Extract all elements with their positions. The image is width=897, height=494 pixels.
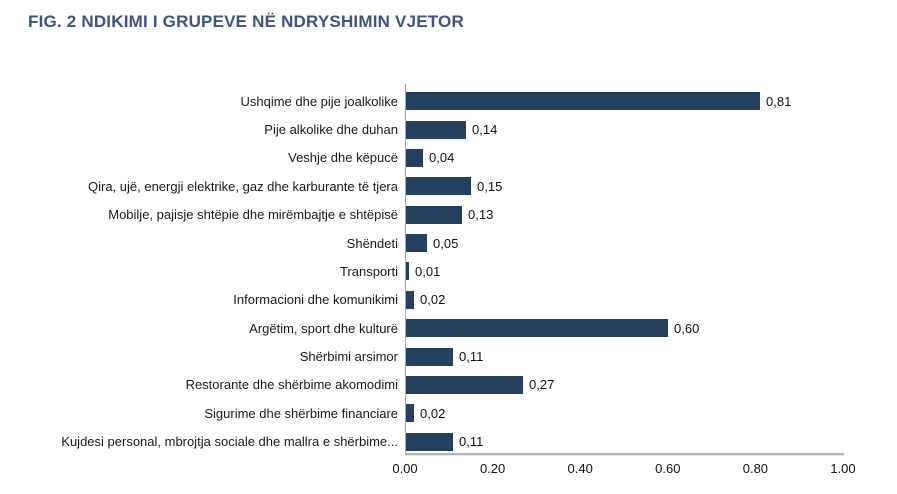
bar-row: Ushqime dhe pije joalkolike 0,81: [0, 87, 897, 115]
bar-area: 0,60: [405, 314, 897, 342]
bar: [405, 262, 409, 281]
bar-area: 0,13: [405, 201, 897, 229]
category-label: Transporti: [339, 263, 398, 279]
bar-area: 0,14: [405, 115, 897, 143]
bar-area: 0,05: [405, 229, 897, 257]
bar: [405, 148, 423, 167]
category-label: Argëtim, sport dhe kulturë: [249, 320, 398, 336]
value-label: 0,14: [472, 122, 498, 138]
category-label: Veshje dhe këpucë: [288, 150, 398, 166]
value-label: 0,81: [766, 93, 792, 109]
category-label: Shërbimi arsimor: [299, 349, 398, 365]
category-label: Shëndeti: [346, 235, 398, 251]
bar: [405, 120, 466, 139]
value-label: 0,11: [459, 349, 484, 365]
bar-row: Restorante dhe shërbime akomodimi 0,27: [0, 371, 897, 399]
category-label: Ushqime dhe pije joalkolike: [240, 93, 398, 109]
category-label: Informacioni dhe komunikimi: [233, 292, 398, 308]
bar: [405, 290, 414, 309]
bar-area: 0,11: [405, 342, 897, 370]
bar-area: 0,01: [405, 257, 897, 285]
bar-rows: Ushqime dhe pije joalkolike 0,81 Pije alko…: [0, 87, 897, 456]
value-label: 0,02: [420, 405, 446, 421]
bar: [405, 234, 427, 253]
bar-row: Pije alkolike dhe duhan 0,14: [0, 115, 897, 143]
value-label: 0,13: [468, 207, 494, 223]
bar-row: Transporti 0,01: [0, 257, 897, 285]
x-axis-line: [405, 453, 844, 456]
x-axis-ticks: 0.00 0.20 0.40 0.60 0.80 1.00: [0, 461, 897, 479]
bar-area: 0,15: [405, 172, 897, 200]
x-tick-label: 0.00: [392, 461, 418, 476]
category-label: Pije alkolike dhe duhan: [264, 122, 398, 138]
x-tick-label: 0.80: [742, 461, 769, 476]
bar-row: Informacioni dhe komunikimi 0,02: [0, 286, 897, 314]
value-label: 0,01: [415, 263, 441, 279]
category-label: Sigurime dhe shërbime financiare: [204, 405, 398, 421]
bar-row: Argëtim, sport dhe kulturë 0,60: [0, 314, 897, 342]
bar: [405, 375, 523, 394]
value-label: 0,02: [420, 292, 446, 308]
x-tick-label: 1.00: [830, 461, 856, 476]
bar-area: 0,02: [405, 286, 897, 314]
x-tick-label: 0.40: [567, 461, 593, 476]
bar-row: Veshje dhe këpucë 0,04: [0, 144, 897, 172]
value-label: 0,04: [429, 150, 455, 166]
bar-area: 0,81: [405, 87, 897, 115]
value-label: 0,15: [477, 178, 503, 194]
bar: [405, 92, 760, 111]
bar: [405, 404, 414, 423]
figure-title: FIG. 2 NDIKIMI I GRUPEVE NË NDRYSHIMIN V…: [28, 12, 464, 31]
bar-row: Shëndeti 0,05: [0, 229, 897, 257]
bar-area: 0,02: [405, 399, 897, 427]
bar-area: 0,11: [405, 428, 897, 456]
bar-row: Kujdesi personal, mbrojtja sociale dhe m…: [0, 428, 897, 456]
bar-row: Qira, ujë, energji elektrike, gaz dhe ka…: [0, 172, 897, 200]
value-label: 0,05: [433, 235, 459, 251]
x-tick-label: 0.20: [479, 461, 506, 476]
bar: [405, 319, 668, 338]
category-label: Qira, ujë, energji elektrike, gaz dhe ka…: [87, 178, 398, 194]
bar-area: 0,27: [405, 371, 897, 399]
bar: [405, 205, 462, 224]
value-label: 0,11: [459, 434, 484, 450]
bar: [405, 177, 471, 196]
value-label: 0,60: [674, 320, 700, 336]
category-label: Restorante dhe shërbime akomodimi: [185, 377, 398, 393]
bar-row: Shërbimi arsimor 0,11: [0, 342, 897, 370]
value-label: 0,27: [529, 377, 555, 393]
y-axis-line: [405, 84, 406, 456]
category-label: Kujdesi personal, mbrojtja sociale dhe m…: [61, 434, 398, 450]
category-label: Mobilje, pajisje shtëpie dhe mirëmbajtje…: [108, 207, 398, 223]
bar-row: Sigurime dhe shërbime financiare 0,02: [0, 399, 897, 427]
bar: [405, 347, 453, 366]
bar: [405, 432, 453, 451]
bar-row: Mobilje, pajisje shtëpie dhe mirëmbajtje…: [0, 201, 897, 229]
bar-area: 0,04: [405, 144, 897, 172]
x-tick-label: 0.60: [655, 461, 681, 476]
